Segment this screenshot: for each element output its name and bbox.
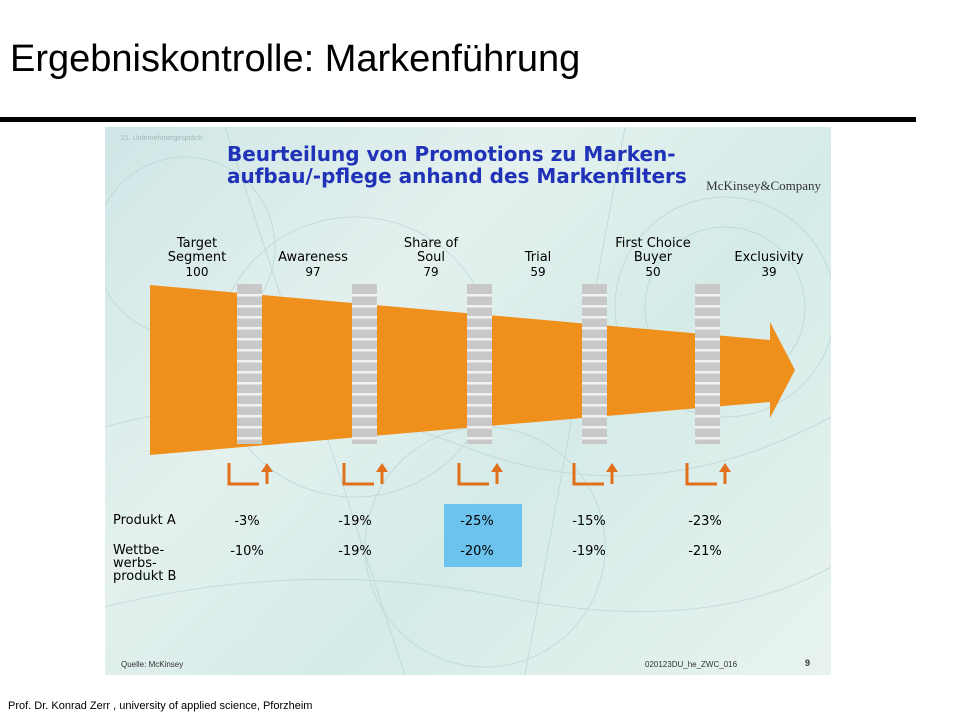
stage-name-line-1: Share of [403, 236, 459, 251]
slide-image: 21. Unternehmergespräch Beurteilung von … [105, 127, 831, 675]
filter-bar-4 [582, 284, 607, 444]
stage-value: 97 [305, 265, 321, 279]
row-label-line: werbs- [113, 556, 157, 571]
headline-line-1: Beurteilung von Promotions zu Marken- [227, 142, 676, 166]
filter-bar-1 [237, 284, 262, 444]
table-cell: -20% [460, 544, 494, 559]
stage-name-line-2: Awareness [278, 250, 348, 265]
stage-label-3: Share of Soul 79 [381, 236, 481, 280]
row-label-line: produkt B [113, 569, 177, 584]
stage-value: 59 [530, 265, 546, 279]
feedback-arrow-5 [685, 463, 731, 486]
stage-value: 79 [423, 265, 439, 279]
stage-name-line-2: Soul [416, 250, 446, 265]
table-cell: -19% [572, 544, 606, 559]
stage-label-4: Trial 59 [488, 250, 588, 280]
filter-bars [237, 284, 720, 444]
highlight-cell [444, 504, 522, 567]
page-title: Ergebniskontrolle: Markenführung [10, 38, 581, 80]
stage-value: 100 [185, 265, 209, 279]
row-label-1: Produkt A [113, 513, 176, 528]
filter-bar-5 [695, 284, 720, 444]
table-cell: -21% [688, 544, 722, 559]
stage-value: 39 [761, 265, 777, 279]
feedback-arrow-3 [457, 463, 503, 486]
brand-logo: McKinsey&Company [706, 178, 821, 193]
stage-label-6: Exclusivity 39 [719, 250, 819, 280]
row-label-2: Wettbe-werbs-produkt B [113, 544, 176, 583]
table-cell: -25% [460, 514, 494, 529]
table-cell: -3% [234, 514, 260, 529]
stage-name-line-2: Segment [167, 250, 227, 265]
feedback-arrow-4 [572, 463, 618, 486]
funnel-diagram [150, 284, 795, 486]
feedback-arrow-2 [342, 463, 388, 486]
source-note: Quelle: McKinsey [121, 660, 184, 669]
footer: Prof. Dr. Konrad Zerr , university of ap… [8, 700, 313, 712]
stage-name-line-1: First Choice [615, 236, 691, 251]
slide-page-number: 9 [805, 658, 811, 668]
table-cell: -10% [230, 544, 264, 559]
feedback-arrows [227, 463, 731, 486]
table-cell: -19% [338, 544, 372, 559]
table-cell: -19% [338, 514, 372, 529]
stage-name-line-2: Buyer [633, 250, 673, 265]
stage-name-line-2: Exclusivity [734, 250, 804, 265]
table-cell: -23% [688, 514, 722, 529]
filter-bar-3 [467, 284, 492, 444]
document-id: 020123DU_he_ZWC_016 [645, 660, 738, 669]
stage-label-5: First Choice Buyer 50 [603, 236, 703, 280]
row-label-line: Wettbe- [113, 543, 165, 558]
title-rule [0, 117, 916, 122]
table-cell: -15% [572, 514, 606, 529]
stage-value: 50 [645, 265, 661, 279]
filter-bar-2 [352, 284, 377, 444]
headline-line-2: aufbau/-pflege anhand des Markenfilters [227, 164, 687, 188]
stage-label-2: Awareness 97 [263, 250, 363, 280]
stage-name-line-2: Trial [524, 250, 552, 265]
feedback-arrow-1 [227, 463, 273, 486]
corner-label: 21. Unternehmergespräch [121, 135, 203, 142]
stage-name-line-1: Target [176, 236, 218, 251]
slide-headline: Beurteilung von Promotions zu Marken- au… [227, 143, 687, 187]
stage-label-1: Target Segment 100 [147, 236, 247, 280]
